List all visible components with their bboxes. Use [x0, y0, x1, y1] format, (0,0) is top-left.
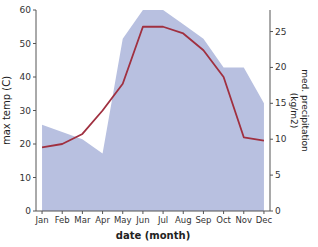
y-tick	[33, 110, 36, 111]
y2-axis-label-line: med. precipitation	[300, 69, 310, 151]
y2-tick	[270, 31, 273, 32]
plot-area	[42, 10, 264, 211]
y-tick	[33, 77, 36, 78]
x-tick	[42, 211, 43, 214]
x-tick-label: Jun	[135, 215, 149, 225]
x-tick	[263, 211, 264, 214]
y2-tick-label: 20	[275, 62, 287, 72]
y-tick	[33, 177, 36, 178]
x-tick	[223, 211, 224, 214]
y2-tick-label: 15	[275, 98, 286, 108]
x-tick	[102, 211, 103, 214]
y2-tick-label: 25	[275, 27, 286, 37]
y2-axis-line	[270, 10, 271, 211]
y2-tick	[270, 139, 273, 140]
x-tick-label: May	[114, 215, 132, 225]
y-axis-label: max temp (C)	[1, 76, 12, 145]
y-tick	[33, 10, 36, 11]
y-tick-label: 10	[20, 173, 32, 183]
y2-tick-label: 0	[275, 206, 281, 216]
x-tick	[203, 211, 204, 214]
y-tick-label: 30	[20, 106, 32, 116]
x-tick	[122, 211, 123, 214]
y2-axis-label: med. precipitation(kg/m2)	[289, 69, 310, 151]
y2-tick	[270, 103, 273, 104]
y-tick-label: 50	[20, 39, 32, 49]
y-tick-label: 40	[20, 72, 32, 82]
y-tick	[33, 144, 36, 145]
y-tick-label: 60	[20, 5, 32, 15]
x-tick-label: Jul	[157, 215, 168, 225]
axes: 01020304050600510152025JanFebMarAprMayJu…	[20, 5, 287, 225]
chart: 01020304050600510152025JanFebMarAprMayJu…	[0, 0, 318, 247]
x-axis-line	[36, 211, 270, 212]
y-tick	[33, 211, 36, 212]
y-tick-label: 20	[20, 139, 32, 149]
y2-tick	[270, 175, 273, 176]
x-tick	[243, 211, 244, 214]
y2-tick	[270, 67, 273, 68]
x-tick-label: Feb	[55, 215, 70, 225]
y2-tick-label: 10	[275, 134, 287, 144]
x-tick-label: Nov	[235, 215, 252, 225]
y-tick-label: 0	[25, 206, 31, 216]
x-tick	[62, 211, 63, 214]
x-tick	[183, 211, 184, 214]
precip-area	[42, 10, 264, 211]
x-tick-label: Jan	[34, 215, 48, 225]
x-tick-label: Dec	[256, 215, 273, 225]
x-tick-label: Apr	[95, 215, 110, 225]
x-tick-label: Sep	[195, 215, 211, 225]
y2-tick	[270, 211, 273, 212]
y-tick	[33, 43, 36, 44]
x-tick-label: Mar	[74, 215, 91, 225]
x-tick	[82, 211, 83, 214]
x-tick	[163, 211, 164, 214]
x-tick	[142, 211, 143, 214]
x-tick-label: Aug	[175, 215, 192, 225]
temp-line	[42, 27, 264, 148]
y2-tick-label: 5	[275, 170, 281, 180]
x-axis-label: date (month)	[116, 230, 190, 241]
y2-axis-label-line: (kg/m2)	[289, 93, 299, 128]
x-tick-label: Oct	[216, 215, 231, 225]
